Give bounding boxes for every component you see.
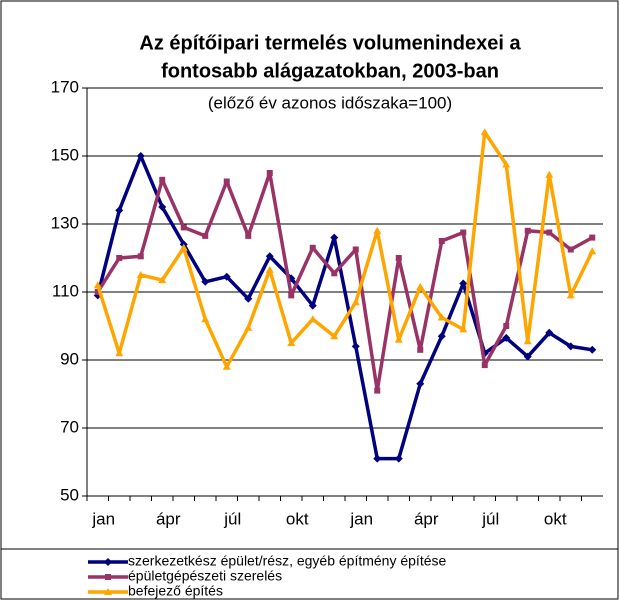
data-point xyxy=(523,337,532,345)
data-point xyxy=(265,252,274,261)
data-point xyxy=(588,247,597,255)
legend-label: befejező építés xyxy=(128,583,223,599)
data-point xyxy=(437,313,446,321)
chart-title: Az építőipari termelés volumenindexei a xyxy=(139,32,521,54)
data-point xyxy=(416,379,425,388)
data-point xyxy=(416,282,425,290)
data-point xyxy=(244,294,253,303)
data-point xyxy=(308,315,317,323)
data-point xyxy=(287,339,296,346)
legend-marker xyxy=(104,558,112,566)
data-point xyxy=(158,203,167,211)
y-tick-label: 70 xyxy=(60,417,79,436)
x-tick-label: ápr xyxy=(156,509,181,528)
y-tick-label: 150 xyxy=(51,145,79,164)
data-point xyxy=(437,332,446,341)
data-point xyxy=(201,315,210,323)
chart-title: fontosabb alágazatokban, 2003-ban xyxy=(161,60,499,82)
data-point xyxy=(158,276,167,284)
data-point xyxy=(288,292,295,299)
x-tick-label: júl xyxy=(223,509,241,528)
data-point xyxy=(438,238,445,244)
data-point xyxy=(223,178,230,185)
data-point xyxy=(244,323,253,331)
data-point xyxy=(417,346,424,353)
legend-marker xyxy=(104,588,112,595)
data-point xyxy=(331,270,338,277)
legend-label: épületgépészeti szerelés xyxy=(128,568,282,584)
y-tick-label: 50 xyxy=(60,485,79,504)
data-point xyxy=(480,128,489,136)
x-tick-label: okt xyxy=(286,509,309,528)
data-point xyxy=(115,349,124,357)
data-point xyxy=(330,332,339,340)
data-point xyxy=(589,234,596,241)
data-point xyxy=(394,454,403,463)
x-tick-label: okt xyxy=(544,509,567,528)
data-point xyxy=(545,170,554,178)
data-point xyxy=(523,352,532,361)
data-point xyxy=(459,279,468,288)
data-point xyxy=(546,229,553,236)
data-point xyxy=(566,342,575,351)
data-point xyxy=(459,325,468,333)
data-point xyxy=(330,233,339,242)
data-point xyxy=(567,246,574,253)
data-point xyxy=(352,246,359,253)
data-point xyxy=(351,342,360,351)
data-point xyxy=(222,272,231,281)
data-point xyxy=(265,265,274,273)
data-point xyxy=(588,345,597,354)
data-point xyxy=(566,291,575,299)
data-point xyxy=(373,226,382,234)
data-point xyxy=(481,362,488,369)
series-line xyxy=(96,154,593,461)
x-tick-label: jan xyxy=(91,509,115,528)
data-point xyxy=(202,232,209,239)
data-point xyxy=(179,243,188,251)
data-point xyxy=(115,206,124,215)
data-point xyxy=(266,170,273,176)
data-point xyxy=(502,333,511,342)
data-point xyxy=(460,229,467,236)
chart-subtitle: (előző év azonos időszaka=100) xyxy=(208,93,452,112)
series-line xyxy=(96,130,594,369)
data-point xyxy=(136,152,145,160)
data-point xyxy=(93,281,102,289)
data-point xyxy=(245,232,252,239)
data-point xyxy=(545,328,554,337)
data-point xyxy=(351,298,360,306)
y-tick-label: 130 xyxy=(51,213,79,232)
data-point xyxy=(309,244,316,251)
series-line xyxy=(96,171,594,393)
x-tick-label: jan xyxy=(349,509,373,528)
x-tick-label: júl xyxy=(481,509,499,528)
data-point xyxy=(159,176,166,183)
data-point xyxy=(502,160,511,168)
data-point xyxy=(524,227,531,234)
data-point xyxy=(222,362,231,370)
legend-label: szerkezetkész épület/rész, egyéb építmén… xyxy=(128,553,446,569)
data-point xyxy=(395,255,402,261)
data-point xyxy=(308,301,317,310)
data-point xyxy=(137,253,144,260)
data-point xyxy=(503,323,510,329)
data-point xyxy=(373,454,382,463)
data-point xyxy=(201,277,210,286)
data-point xyxy=(394,335,403,343)
data-point xyxy=(136,271,145,278)
data-point xyxy=(116,255,123,261)
y-tick-label: 170 xyxy=(51,77,79,96)
y-tick-label: 110 xyxy=(52,281,79,300)
legend-marker xyxy=(105,574,111,580)
y-tick-label: 90 xyxy=(60,349,79,368)
data-point xyxy=(374,387,381,394)
data-point xyxy=(180,224,187,231)
x-tick-label: ápr xyxy=(414,509,439,528)
